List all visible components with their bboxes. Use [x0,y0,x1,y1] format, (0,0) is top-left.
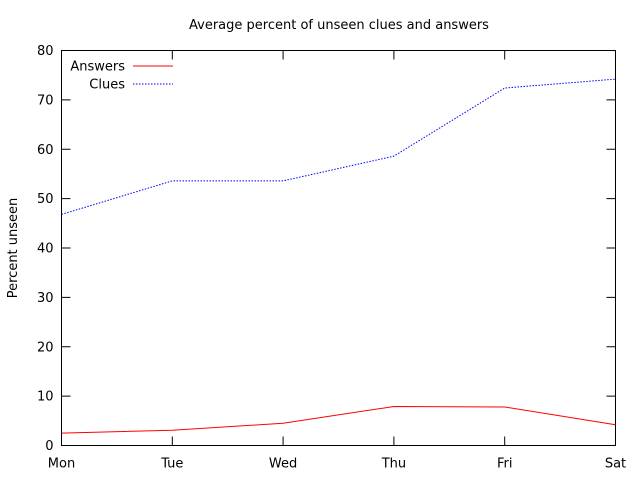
y-tick-label: 80 [37,44,54,59]
legend: Answers Clues [70,60,173,93]
chart-title: Average percent of unseen clues and answ… [189,18,489,33]
legend-label-answers: Answers [70,60,125,75]
y-axis: 0 10 20 30 40 50 60 70 80 [37,44,616,454]
y-tick-label: 30 [37,291,54,306]
plot-frame [61,50,616,446]
y-tick-label: 50 [37,192,54,207]
x-tick-label: Sat [605,457,626,472]
x-tick-label: Mon [48,457,75,472]
x-tick-label: Fri [497,457,513,472]
y-tick-label: 20 [37,340,54,355]
series-line-answers [61,405,616,434]
series-layer [61,78,616,434]
x-tick-label: Tue [160,457,183,472]
y-axis-label: Percent unseen [6,198,21,299]
x-tick-label: Wed [269,457,297,472]
y-tick-label: 10 [37,390,54,405]
y-tick-label: 60 [37,143,54,158]
y-tick-label: 70 [37,93,54,108]
y-tick-label: 0 [45,439,53,454]
series-line-clues [61,78,616,215]
x-tick-label: Thu [381,457,406,472]
x-axis: Mon Tue Wed Thu Fri Sat [48,50,626,472]
legend-label-clues: Clues [89,78,125,93]
y-tick-label: 40 [37,242,54,257]
